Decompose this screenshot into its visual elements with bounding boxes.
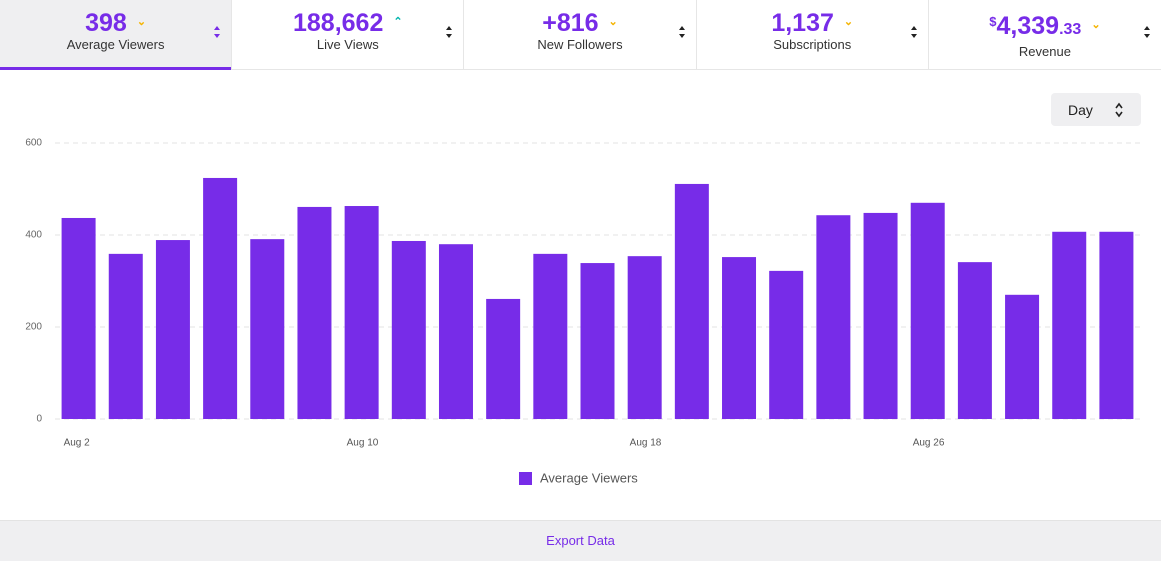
metric-label: Subscriptions <box>773 37 852 52</box>
sort-icon <box>1144 26 1151 38</box>
y-tick-label: 0 <box>36 414 42 425</box>
bar <box>438 244 473 419</box>
bar <box>203 177 238 419</box>
bar <box>910 202 945 419</box>
trend-up: ⌃ <box>393 16 403 28</box>
bar <box>1005 294 1040 419</box>
bar <box>391 240 426 419</box>
sort-icon <box>214 26 221 38</box>
select-icon <box>1115 102 1123 118</box>
bar <box>1099 231 1134 419</box>
bar <box>250 239 285 419</box>
metric-value: +816 ⌄ <box>464 8 695 37</box>
value: 4,339 <box>996 12 1060 40</box>
metric-value: 1,137 ⌄ <box>697 8 928 37</box>
x-tick-label: Aug 10 <box>347 438 379 449</box>
bar <box>61 217 96 419</box>
legend-label: Average Viewers <box>540 470 638 485</box>
sort-icon <box>910 26 917 38</box>
bar <box>580 263 615 419</box>
chart: 0 200 400 600 Aug 2 Aug 10 Aug 18 Aug 26 Average… <box>25 138 1140 485</box>
value: 188,662 <box>293 9 384 37</box>
bar <box>344 206 379 419</box>
metric-value: 188,662 ⌃ <box>232 8 463 37</box>
trend-down: ⌄ <box>1091 19 1101 31</box>
sort-icon <box>678 26 685 38</box>
value: 398 <box>85 9 127 37</box>
currency: $ <box>989 14 997 29</box>
metric-value: 398 ⌄ <box>0 8 231 37</box>
bar <box>816 215 851 419</box>
bar <box>957 262 992 419</box>
bar <box>155 240 190 419</box>
metric-label: Live Views <box>316 37 379 52</box>
x-tick-label: Aug 26 <box>913 438 945 449</box>
bar <box>297 206 332 419</box>
tab[interactable]: 1,137 ⌄ Subscriptions <box>697 0 929 69</box>
y-tick-label: 600 <box>25 138 42 149</box>
bar <box>486 298 521 419</box>
trend-down: ⌄ <box>136 16 147 28</box>
y-tick-label: 400 <box>25 230 42 241</box>
value: 1,137 <box>771 9 834 37</box>
footer: Export Data <box>0 520 1161 561</box>
sort-icon <box>446 26 453 38</box>
bar <box>674 183 709 419</box>
period-label: Day <box>1068 102 1093 118</box>
y-tick-label: 200 <box>25 322 42 333</box>
legend-swatch <box>519 472 532 485</box>
export-button[interactable]: Export Data <box>546 533 615 548</box>
bar <box>533 253 568 419</box>
tab[interactable]: $4,339.33 ⌄ Revenue <box>929 0 1161 69</box>
cents: .33 <box>1059 21 1082 38</box>
metric-tabs: 398 ⌄ Average Viewers 188,662 ⌃ Live Views… <box>0 0 1161 70</box>
metric-label: New Followers <box>537 37 623 52</box>
period-select[interactable]: Day <box>1051 93 1141 126</box>
tab[interactable]: +816 ⌄ New Followers <box>464 0 697 69</box>
metric-label: Average Viewers <box>66 37 165 52</box>
tab[interactable]: 188,662 ⌃ Live Views <box>232 0 465 69</box>
bar <box>1052 231 1087 419</box>
metric-label: Revenue <box>1018 44 1071 59</box>
bar <box>863 212 898 419</box>
trend-down: ⌄ <box>843 16 854 28</box>
tab[interactable]: 398 ⌄ Average Viewers <box>0 0 233 70</box>
bar <box>722 257 757 419</box>
value: +816 <box>542 9 599 37</box>
trend-down: ⌄ <box>608 16 618 28</box>
metric-value: $4,339.33 ⌄ <box>929 8 1161 44</box>
x-tick-label: Aug 2 <box>64 438 91 449</box>
bar <box>627 256 662 419</box>
x-tick-label: Aug 18 <box>630 438 662 449</box>
bar <box>108 253 143 419</box>
bar <box>769 270 804 419</box>
